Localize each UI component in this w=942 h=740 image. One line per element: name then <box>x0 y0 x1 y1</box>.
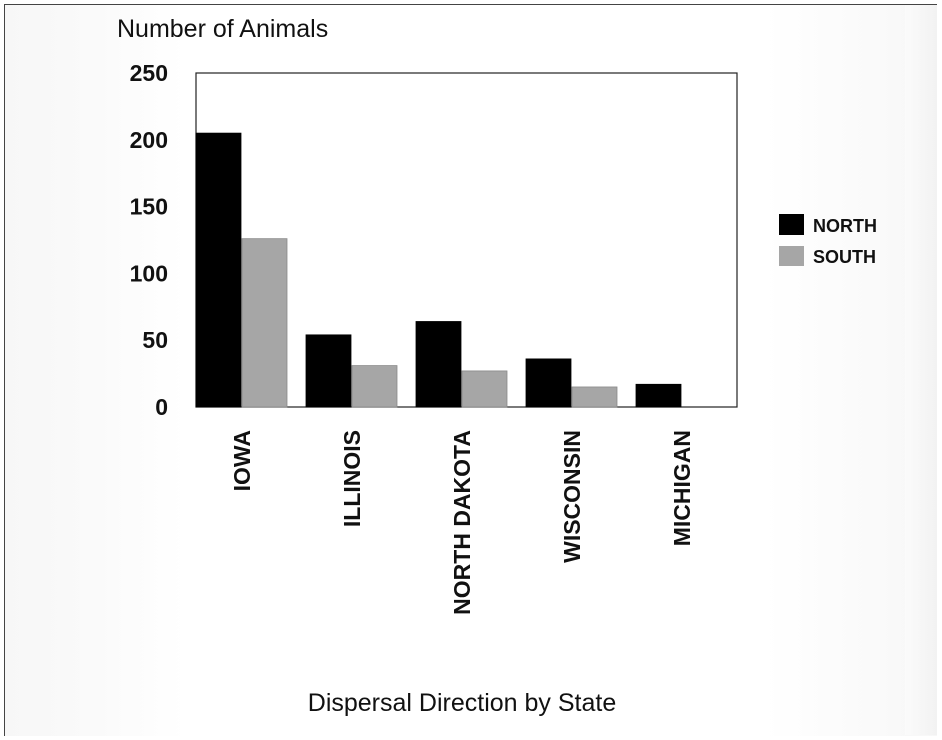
bar-south-iowa <box>241 238 288 408</box>
bar-north-wisconsin <box>525 358 572 408</box>
legend-label-south: SOUTH <box>813 247 876 267</box>
bar-north-illinois <box>305 334 352 408</box>
y-tick-label: 50 <box>142 327 168 353</box>
x-category-label: MICHIGAN <box>669 430 695 546</box>
image-frame <box>4 4 937 736</box>
bar-north-north-dakota <box>415 321 462 408</box>
y-tick-label: 0 <box>155 394 168 420</box>
bar-south-illinois <box>351 365 398 408</box>
bar-south-north-dakota <box>461 370 508 408</box>
y-tick-label: 200 <box>130 127 168 153</box>
legend-swatch-north <box>779 214 804 235</box>
legend: NORTH SOUTH <box>779 214 877 267</box>
y-axis-ticks: 0 50 100 150 200 250 <box>130 60 168 420</box>
x-category-label: WISCONSIN <box>559 430 585 563</box>
x-category-label: IOWA <box>229 430 255 491</box>
x-category-label: ILLINOIS <box>339 430 365 527</box>
legend-swatch-south <box>779 246 804 266</box>
x-axis-categories: IOWA ILLINOIS NORTH DAKOTA WISCONSIN MICHIGA… <box>229 430 695 615</box>
y-tick-label: 100 <box>130 260 168 286</box>
legend-label-north: NORTH <box>813 216 877 236</box>
x-axis-label: Dispersal Direction by State <box>308 689 616 717</box>
y-tick-label: 250 <box>130 60 168 86</box>
y-tick-label: 150 <box>130 194 168 220</box>
bar-north-iowa <box>195 132 242 408</box>
bar-south-wisconsin <box>571 386 618 408</box>
bar-north-michigan <box>635 383 682 408</box>
bars <box>195 132 682 408</box>
scan-shade <box>905 5 937 735</box>
chart-title: Number of Animals <box>117 15 328 43</box>
x-category-label: NORTH DAKOTA <box>449 430 475 615</box>
